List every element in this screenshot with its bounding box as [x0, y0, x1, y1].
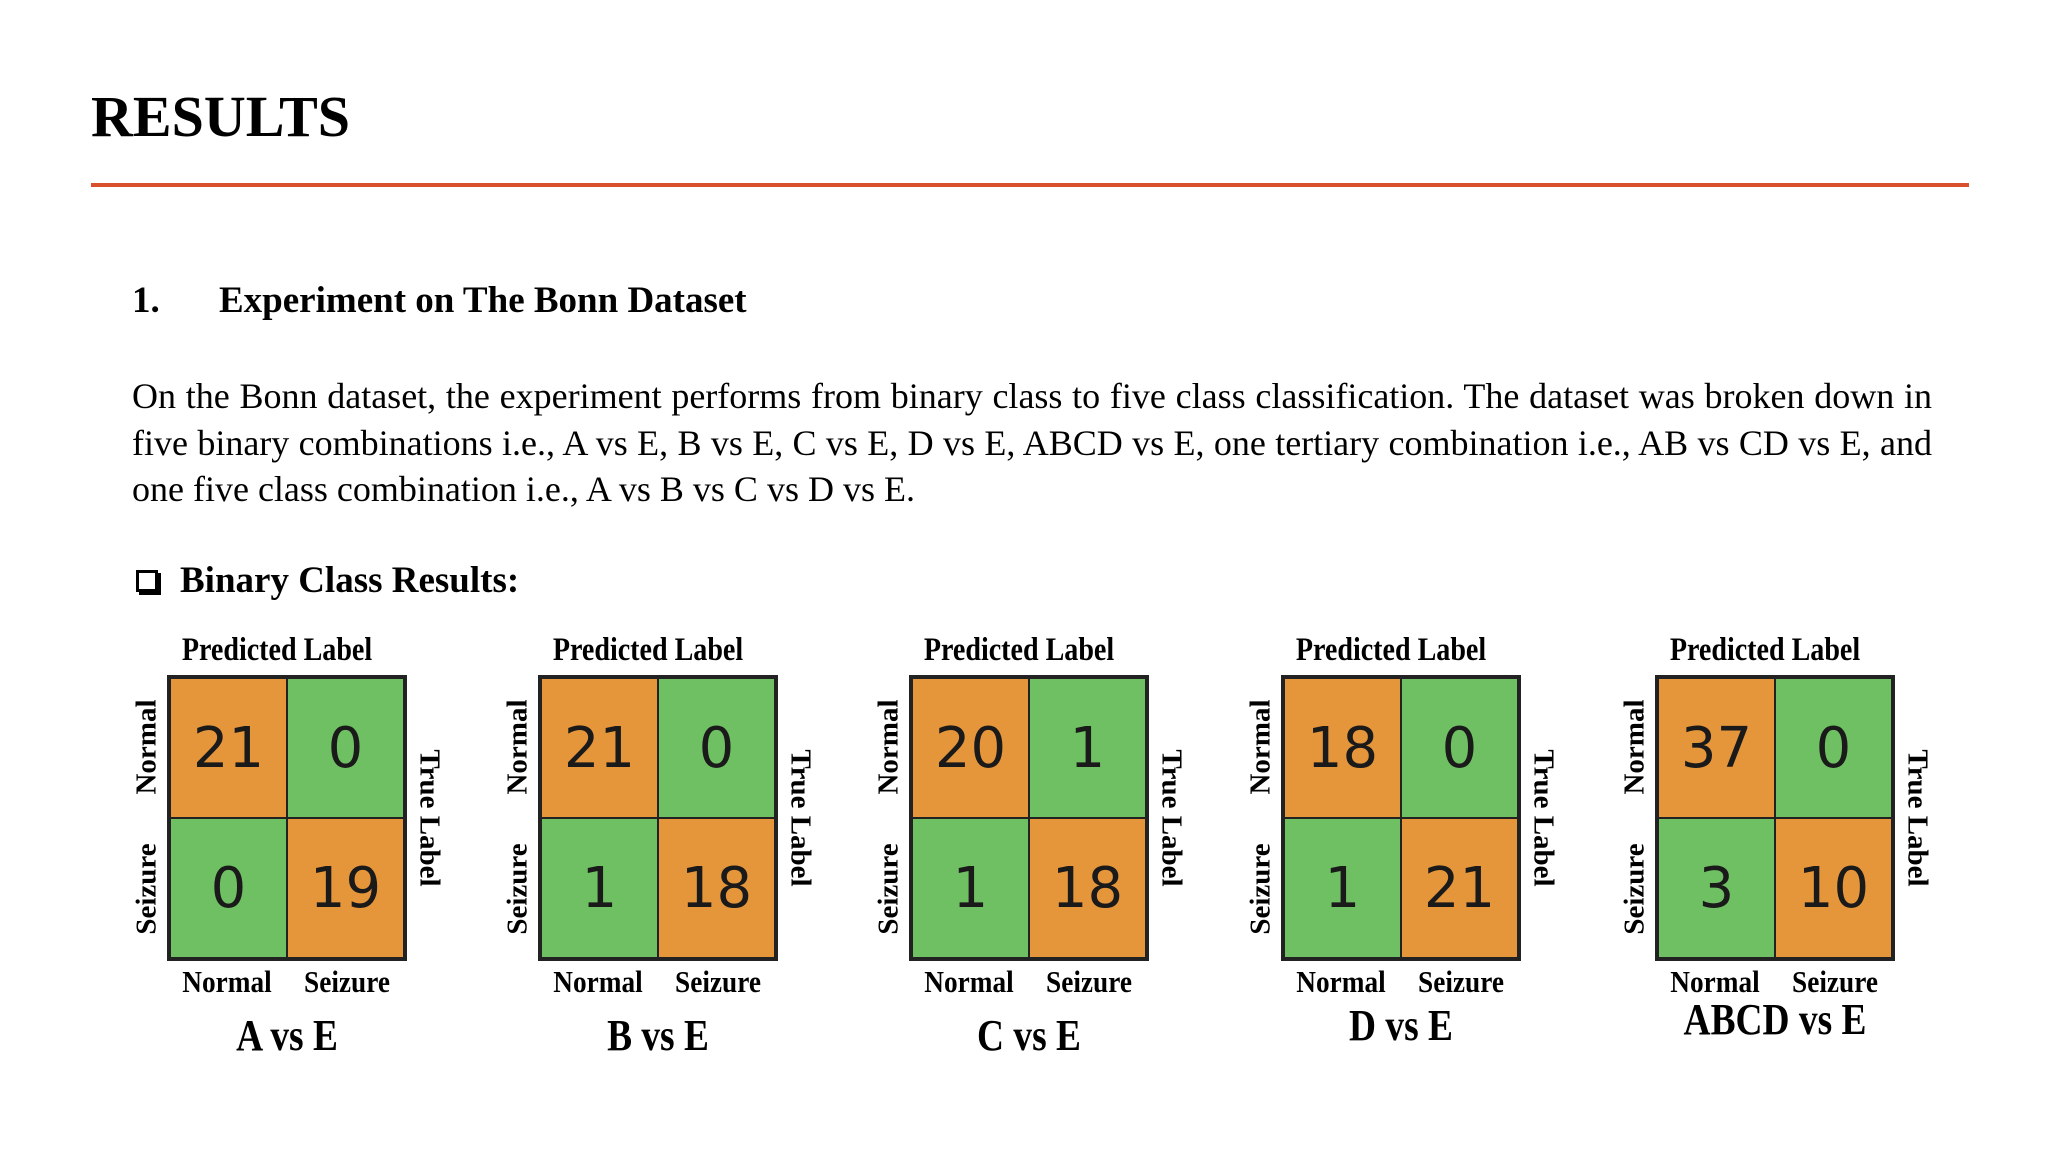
matrix-grid: 21 0 1 18 — [538, 675, 778, 961]
body-paragraph: On the Bonn dataset, the experiment perf… — [132, 376, 1932, 509]
row-labels: Normal Seizure — [1618, 675, 1651, 961]
cell-fn: 1 — [912, 818, 1029, 958]
predicted-label: Predicted Label — [552, 632, 744, 668]
cell-tn: 37 — [1658, 678, 1775, 818]
cell-tp: 10 — [1775, 818, 1892, 958]
cell-fp: 0 — [1401, 678, 1518, 818]
col-label-seizure: Seizure — [304, 964, 390, 999]
true-label-text: True Label — [1155, 749, 1188, 887]
cell-tp: 19 — [287, 818, 404, 958]
col-label-seizure: Seizure — [1792, 964, 1878, 999]
cell-fp: 0 — [658, 678, 775, 818]
true-label: True Label — [1901, 675, 1934, 961]
col-label-normal: Normal — [553, 964, 643, 999]
section-title: Experiment on The Bonn Dataset — [219, 280, 747, 321]
cell-tp: 18 — [658, 818, 775, 958]
row-label-seizure: Seizure — [1244, 843, 1277, 935]
cell-tn: 18 — [1284, 678, 1401, 818]
col-label-normal: Normal — [1670, 964, 1760, 999]
matrix-caption: C vs E — [977, 1011, 1081, 1060]
row-labels: Normal Seizure — [1244, 675, 1277, 961]
predicted-label: Predicted Label — [181, 632, 373, 668]
matrix-grid: 37 0 3 10 — [1655, 675, 1895, 961]
confusion-matrix: Predicted Label Normal Seizure 21 0 0 19… — [130, 632, 446, 1062]
matrix-caption: D vs E — [1349, 1001, 1453, 1050]
predicted-label: Predicted Label — [1669, 632, 1861, 668]
cell-fp: 1 — [1029, 678, 1146, 818]
row-label-normal: Normal — [872, 699, 905, 795]
cell-tn: 20 — [912, 678, 1029, 818]
checkbox-bullet-icon — [136, 569, 158, 592]
row-label-seizure: Seizure — [1618, 843, 1651, 935]
true-label: True Label — [1527, 675, 1560, 961]
row-label-seizure: Seizure — [501, 843, 534, 935]
row-label-normal: Normal — [130, 699, 163, 795]
column-labels: Normal Seizure — [1281, 964, 1521, 1000]
title-divider — [91, 183, 1969, 187]
cell-tn: 21 — [541, 678, 658, 818]
column-labels: Normal Seizure — [538, 964, 778, 1000]
cell-fp: 0 — [287, 678, 404, 818]
column-labels: Normal Seizure — [909, 964, 1149, 1000]
matrix-grid: 20 1 1 18 — [909, 675, 1149, 961]
matrix-caption: ABCD vs E — [1683, 995, 1867, 1044]
confusion-matrix: Predicted Label Normal Seizure 37 0 3 10… — [1618, 632, 1934, 1062]
col-label-normal: Normal — [182, 964, 272, 999]
row-labels: Normal Seizure — [872, 675, 905, 961]
cell-fn: 1 — [1284, 818, 1401, 958]
row-label-seizure: Seizure — [130, 843, 163, 935]
column-labels: Normal Seizure — [167, 964, 407, 1000]
column-labels: Normal Seizure — [1655, 964, 1895, 1000]
cell-tp: 18 — [1029, 818, 1146, 958]
col-label-normal: Normal — [1296, 964, 1386, 999]
true-label-text: True Label — [784, 749, 817, 887]
col-label-seizure: Seizure — [675, 964, 761, 999]
cell-fn: 3 — [1658, 818, 1775, 958]
matrix-caption: B vs E — [607, 1011, 709, 1060]
row-label-normal: Normal — [1244, 699, 1277, 795]
section-number: 1. — [132, 280, 160, 321]
true-label-text: True Label — [1527, 749, 1560, 887]
matrix-caption: A vs E — [236, 1011, 338, 1060]
matrix-grid: 18 0 1 21 — [1281, 675, 1521, 961]
col-label-seizure: Seizure — [1046, 964, 1132, 999]
cell-fn: 1 — [541, 818, 658, 958]
row-label-normal: Normal — [501, 699, 534, 795]
cell-fn: 0 — [170, 818, 287, 958]
true-label: True Label — [784, 675, 817, 961]
true-label-text: True Label — [1901, 749, 1934, 887]
row-labels: Normal Seizure — [501, 675, 534, 961]
col-label-normal: Normal — [924, 964, 1014, 999]
true-label-text: True Label — [413, 749, 446, 887]
cell-fp: 0 — [1775, 678, 1892, 818]
true-label: True Label — [1155, 675, 1188, 961]
row-label-normal: Normal — [1618, 699, 1651, 795]
confusion-matrix: Predicted Label Normal Seizure 21 0 1 18… — [501, 632, 817, 1062]
cell-tn: 21 — [170, 678, 287, 818]
matrix-grid: 21 0 0 19 — [167, 675, 407, 961]
subheading: Binary Class Results: — [132, 562, 519, 599]
subheading-text: Binary Class Results: — [180, 560, 520, 601]
row-labels: Normal Seizure — [130, 675, 163, 961]
section-heading: 1. Experiment on The Bonn Dataset — [132, 282, 747, 319]
confusion-matrix: Predicted Label Normal Seizure 20 1 1 18… — [872, 632, 1188, 1062]
cell-tp: 21 — [1401, 818, 1518, 958]
confusion-matrix: Predicted Label Normal Seizure 18 0 1 21… — [1244, 632, 1560, 1062]
page-title: RESULTS — [91, 84, 351, 149]
predicted-label: Predicted Label — [1295, 632, 1487, 668]
col-label-seizure: Seizure — [1418, 964, 1504, 999]
predicted-label: Predicted Label — [923, 632, 1115, 668]
row-label-seizure: Seizure — [872, 843, 905, 935]
true-label: True Label — [413, 675, 446, 961]
